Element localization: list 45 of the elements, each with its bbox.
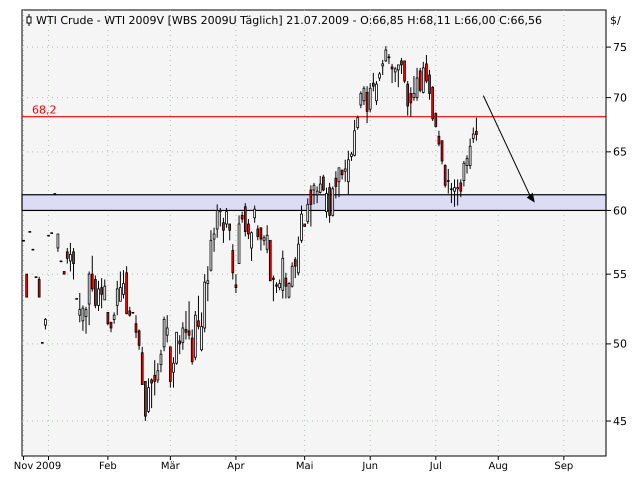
candlestick bbox=[388, 53, 390, 64]
candlestick bbox=[78, 292, 82, 323]
y-tick-label: 65 bbox=[613, 146, 627, 159]
x-tick-label: Jun bbox=[361, 461, 378, 472]
candlestick bbox=[72, 247, 75, 280]
y-tick-label: 75 bbox=[613, 40, 627, 54]
candlestick bbox=[390, 63, 394, 84]
ref-line-label: 68,2 bbox=[32, 104, 56, 117]
candlestick bbox=[166, 314, 169, 343]
candlestick bbox=[97, 280, 100, 312]
x-tick-label: Mär bbox=[160, 461, 181, 472]
x-tick-label: Aug bbox=[488, 461, 508, 472]
candlestick bbox=[38, 276, 41, 298]
candlestick bbox=[116, 280, 119, 316]
candlestick bbox=[394, 66, 397, 83]
x-tick-label: Nov bbox=[14, 461, 34, 472]
x-tick-label: Feb bbox=[99, 461, 117, 472]
y-tick-label: 70 bbox=[613, 91, 627, 104]
candlestick bbox=[147, 378, 150, 414]
y-tick-label: 50 bbox=[613, 338, 627, 351]
candlestick bbox=[106, 312, 110, 326]
candlestick bbox=[344, 159, 347, 182]
y-tick-label: 45 bbox=[613, 414, 627, 428]
candlestick bbox=[468, 138, 472, 170]
y-tick-label: 55 bbox=[613, 268, 627, 281]
candlestick bbox=[256, 224, 260, 241]
candlestick bbox=[416, 67, 418, 102]
candlestick bbox=[412, 75, 416, 102]
candlestick bbox=[56, 233, 60, 252]
x-tick-label: Jul bbox=[428, 461, 442, 472]
x-tick-label: Apr bbox=[227, 461, 246, 472]
x-tick-label: Sep bbox=[554, 461, 574, 472]
candlestick bbox=[44, 318, 47, 330]
candlestick bbox=[100, 278, 103, 309]
y-axis-title: $/ bbox=[610, 14, 621, 27]
candlestick bbox=[112, 312, 116, 324]
y-tick-label: 60 bbox=[613, 204, 627, 218]
x-tick-label: 2009 bbox=[36, 461, 62, 472]
candlestick bbox=[69, 242, 72, 272]
candlestick bbox=[260, 227, 262, 252]
candlestick bbox=[231, 244, 234, 280]
candlestick bbox=[25, 274, 28, 298]
x-tick-label: Mai bbox=[296, 461, 314, 472]
chart-title: WTI Crude - WTI 2009V [WBS 2009U Täglich] 21.07.2009 - O:66,85 H:68,11 L:66,00 C:66,56 bbox=[36, 14, 542, 27]
candlestick bbox=[234, 274, 238, 294]
